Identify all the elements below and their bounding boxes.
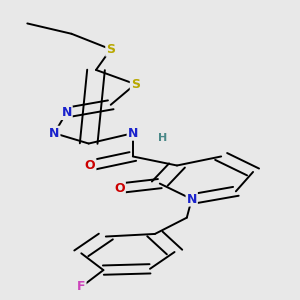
Text: O: O [85, 159, 95, 172]
Text: F: F [77, 280, 86, 293]
Text: N: N [128, 127, 138, 140]
Text: N: N [61, 106, 72, 119]
Text: N: N [49, 127, 59, 140]
Text: S: S [131, 78, 140, 91]
Text: O: O [114, 182, 125, 195]
Text: H: H [158, 133, 167, 142]
Text: S: S [106, 43, 115, 56]
Text: N: N [187, 193, 197, 206]
